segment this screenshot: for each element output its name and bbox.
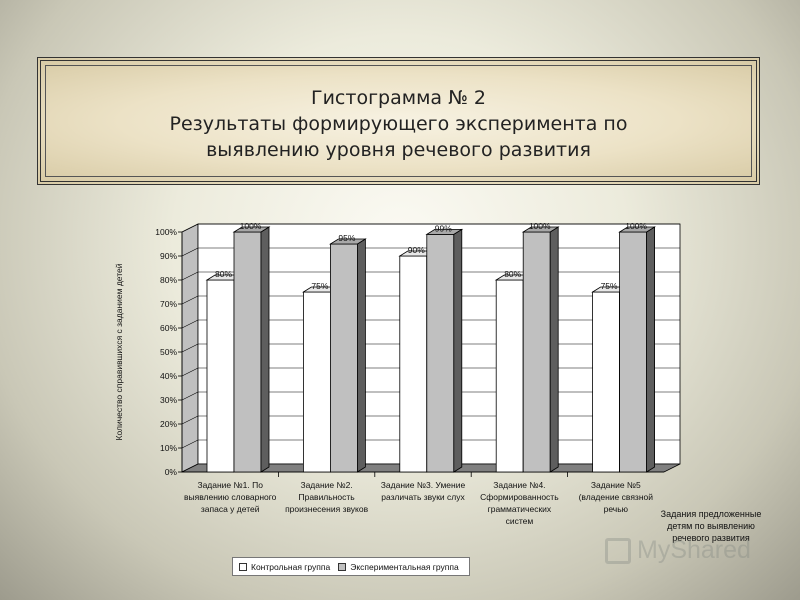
data-label: 95% — [338, 233, 355, 243]
gridline-side — [181, 343, 199, 353]
y-axis-label: Количество справившихся с заданием детей — [114, 263, 124, 440]
legend: Контрольная группа Экспериментальная гру… — [232, 557, 470, 576]
bar-experimental-top — [329, 238, 367, 245]
x-tick-label: грамматических — [488, 504, 552, 514]
legend-label-experimental: Экспериментальная группа — [350, 561, 459, 572]
gridline-side — [181, 367, 199, 377]
x-tick-label: (владение связной — [579, 492, 654, 502]
watermark: MyShared — [605, 536, 751, 565]
gridline-side — [181, 271, 199, 281]
data-label: 100% — [240, 221, 262, 231]
presentation-icon — [605, 537, 631, 564]
legend-label-control: Контрольная группа — [251, 561, 331, 572]
bar-experimental-top — [232, 226, 271, 233]
bar-experimental — [329, 243, 358, 473]
bar-experimental-side — [453, 228, 463, 473]
x-tick-label: Задание №5 — [591, 480, 641, 490]
watermark-text: MyShared — [637, 536, 751, 564]
y-tick-label: 90% — [160, 251, 177, 261]
bar-experimental-side — [356, 238, 366, 473]
gridline-side — [181, 247, 199, 257]
bar-control — [592, 291, 620, 473]
x-tick-label: различать звуки слух — [381, 492, 465, 502]
x-tick-label: Сформированность — [480, 492, 559, 502]
y-tick-label: 80% — [160, 275, 177, 285]
y-tick-label: 60% — [160, 323, 177, 333]
bar-control — [399, 255, 428, 473]
data-label: 99% — [435, 223, 452, 233]
bar-experimental-side — [646, 226, 655, 473]
chart-subtitle-line1: Результаты формирующего эксперимента по — [169, 113, 628, 135]
data-label: 90% — [408, 245, 425, 255]
x-tick-label: систем — [506, 516, 534, 526]
chart-title-box: Гистограмма № 2 Результаты формирующего … — [37, 57, 760, 185]
x-tick-label: запаса у детей — [201, 504, 260, 514]
x-tick-label: Задание №2. — [300, 480, 352, 490]
y-tick-label: 100% — [155, 227, 177, 237]
gridline-side — [181, 415, 199, 425]
data-label: 80% — [215, 269, 232, 279]
y-tick-label: 30% — [160, 395, 177, 405]
bar-control — [495, 279, 524, 473]
chart-subtitle-line2: выявлению уровня речевого развития — [206, 139, 591, 161]
x-tick-label: Задание №4. — [493, 480, 545, 490]
x-tick-label: речью — [604, 504, 629, 514]
data-label: 100% — [529, 221, 551, 231]
gridline-side — [181, 391, 199, 401]
bar-experimental — [522, 231, 551, 473]
bar-control — [302, 291, 331, 473]
gridline-side — [181, 295, 199, 305]
bar-experimental-top — [521, 226, 560, 233]
x-tick-label: произнесения звуков — [285, 504, 369, 514]
y-tick-label: 10% — [160, 443, 177, 453]
bar-experimental-top — [425, 228, 464, 235]
bar-experimental — [426, 233, 455, 473]
gridline-side — [181, 439, 199, 449]
bar-experimental-top — [618, 226, 656, 233]
gridline-side — [181, 319, 199, 329]
bar-experimental-side — [260, 226, 270, 473]
x-tick-label: Задание №1. По — [197, 480, 263, 490]
data-label: 75% — [311, 281, 328, 291]
y-tick-label: 0% — [165, 467, 178, 477]
legend-swatch-control — [239, 562, 247, 571]
y-tick-label: 40% — [160, 371, 177, 381]
chart-title: Гистограмма № 2 — [311, 87, 486, 109]
x-tick-label: Задание №3. Умение — [381, 480, 466, 490]
data-label: 100% — [625, 221, 647, 231]
bar-experimental — [233, 231, 262, 473]
y-tick-label: 70% — [160, 299, 177, 309]
y-tick-label: 50% — [160, 347, 177, 357]
bar-control — [206, 279, 235, 473]
gridline-side — [181, 223, 199, 233]
legend-swatch-experimental — [338, 562, 347, 571]
data-label: 75% — [601, 281, 618, 291]
bar-experimental-side — [549, 226, 559, 473]
x-tick-label: выявлению словарного — [184, 492, 277, 502]
y-tick-label: 20% — [160, 419, 177, 429]
data-label: 80% — [504, 269, 521, 279]
bar-experimental — [619, 231, 647, 473]
x-tick-label: Правильность — [298, 492, 355, 502]
side-note: Задания предложенные детям по выявлению … — [660, 509, 762, 543]
